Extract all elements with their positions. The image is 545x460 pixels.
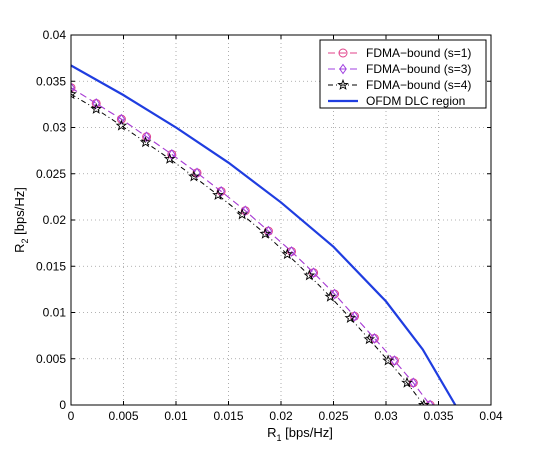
star-marker (324, 290, 337, 302)
legend-label: FDMA−bound (s=4) (366, 78, 471, 92)
diamond-marker (339, 63, 347, 75)
diamond-marker (117, 113, 126, 125)
y-tick-label: 0.025 (36, 167, 66, 181)
star-marker (382, 354, 394, 366)
x-tick-label: 0.01 (164, 409, 188, 423)
legend-box (319, 39, 487, 109)
star-marker (115, 119, 128, 131)
y-tick-label: 0.02 (43, 213, 67, 227)
star-marker (337, 78, 349, 90)
diamond-marker (264, 225, 273, 237)
diamond-marker (92, 98, 101, 109)
diamond-marker (309, 267, 318, 279)
x-tick-label: 0.035 (423, 409, 453, 423)
series-layer (71, 64, 457, 405)
ticks (70, 34, 492, 406)
diamond-marker (350, 310, 359, 322)
star-marker (363, 333, 376, 345)
star-marker (281, 248, 294, 260)
star-marker (71, 88, 77, 100)
star-marker (139, 136, 152, 148)
y-tick-label: 0.015 (36, 259, 66, 273)
x-tick-label: 0.04 (479, 409, 503, 423)
grid (71, 35, 491, 405)
diamond-marker (370, 333, 379, 344)
star-marker (212, 188, 224, 200)
y-axis-label: R2 [bps/Hz] (12, 187, 30, 253)
diamond-marker (71, 82, 75, 94)
diamond-marker (142, 131, 151, 143)
star-marker (236, 208, 248, 220)
diamond-marker (167, 148, 176, 160)
star-marker (303, 269, 316, 281)
diamond-marker (330, 288, 339, 300)
y-tick-label: 0.035 (36, 74, 66, 88)
legend-label: FDMA−bound (s=1) (366, 46, 471, 60)
x-tick-label: 0.02 (269, 409, 293, 423)
series-line (71, 64, 457, 405)
x-tick-label: 0.03 (374, 409, 398, 423)
star-marker (417, 398, 430, 405)
diamond-marker (193, 167, 201, 179)
star-marker (344, 311, 357, 323)
series-line (71, 93, 425, 405)
y-tick-label: 0.005 (36, 352, 66, 366)
legend-label: OFDM DLC region (366, 94, 465, 108)
x-axis-label: R1 [bps/Hz] (267, 425, 333, 443)
diamond-marker (217, 185, 225, 197)
diamond-marker (287, 246, 296, 257)
x-tick-label: 0 (68, 409, 75, 423)
circle-marker (338, 48, 348, 58)
x-tick-label: 0.015 (213, 409, 243, 423)
series-line (71, 87, 431, 405)
y-tick-label: 0.03 (43, 121, 67, 135)
legend-label: FDMA−bound (s=3) (366, 62, 471, 76)
x-tick-label: 0.005 (108, 409, 138, 423)
star-marker (259, 227, 272, 239)
x-tick-label: 0.025 (318, 409, 348, 423)
diamond-marker (241, 205, 250, 217)
tick-labels: 0 0.005 0.01 0.015 0.02 0.025 0.03 0.035 0.04 0 0.… (36, 28, 503, 423)
legend: FDMA−bound (s=1) FDMA−bound (s=3) FDMA−bou… (319, 39, 487, 109)
series-group (71, 88, 430, 405)
star-marker (90, 102, 103, 114)
y-tick-label: 0.01 (43, 306, 67, 320)
star-marker (188, 170, 200, 182)
y-tick-label: 0.04 (43, 28, 67, 42)
series-group (71, 64, 457, 405)
star-marker (401, 376, 413, 388)
circle-marker (71, 83, 76, 93)
y-tick-label: 0 (59, 398, 66, 412)
star-marker (163, 152, 176, 164)
